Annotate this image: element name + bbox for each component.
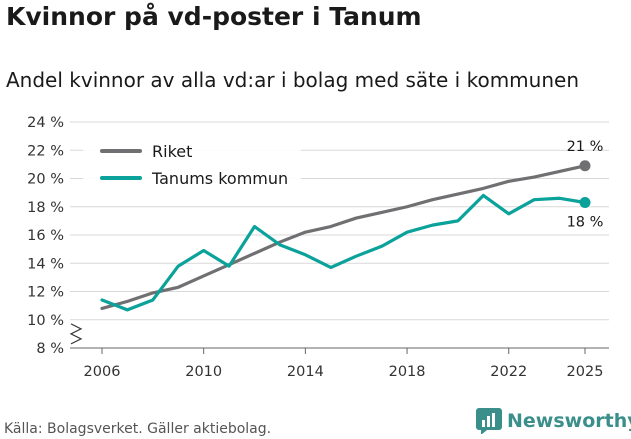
y-tick-label: 24 % — [27, 115, 64, 131]
y-tick-label: 14 % — [27, 256, 64, 272]
x-tick-label: 2010 — [185, 364, 222, 380]
x-tick-label: 2022 — [490, 364, 527, 380]
y-tick-label: 10 % — [27, 313, 64, 329]
axis-break-icon — [69, 323, 83, 345]
series: 21 % 18 % — [100, 139, 604, 312]
legend: Riket Tanums kommun — [83, 138, 301, 196]
chart-subtitle: Andel kvinnor av alla vd:ar i bolag med … — [6, 68, 579, 92]
y-tick-label: 20 % — [27, 172, 64, 188]
y-tick-label: 22 % — [27, 143, 64, 159]
series-end-marker — [579, 197, 591, 209]
series-line-riket — [100, 164, 587, 311]
series-end-label: 18 % — [567, 215, 604, 231]
x-tick-label: 2025 — [567, 364, 604, 380]
brand-name: Newsworthy — [507, 410, 631, 432]
newsworthy-logo-icon — [476, 408, 502, 434]
y-tick-label: 12 % — [27, 285, 64, 301]
x-tick-label: 2006 — [84, 364, 121, 380]
series-end-marker — [579, 160, 591, 172]
legend-label: Tanums kommun — [151, 169, 288, 188]
source-note: Källa: Bolagsverket. Gäller aktiebolag. — [4, 421, 272, 437]
y-tick-label: 16 % — [27, 228, 64, 244]
x-tick-label: 2014 — [287, 364, 324, 380]
y-tick-label: 18 % — [27, 200, 64, 216]
line-chart: 8 % 10 % 12 % 14 % 16 % 18 % 20 % 22 % 24 % 2006 2… — [27, 115, 609, 380]
chart-title: Kvinnor på vd-poster i Tanum — [6, 2, 422, 31]
series-line-tanum — [100, 193, 587, 312]
series-end-label: 21 % — [567, 139, 604, 155]
legend-label: Riket — [152, 142, 192, 161]
y-tick-label: 8 % — [36, 341, 64, 357]
x-tick-label: 2018 — [389, 364, 426, 380]
brand-logo[interactable]: Newsworthy — [476, 408, 631, 434]
axes: 8 % 10 % 12 % 14 % 16 % 18 % 20 % 22 % 24 % 2006 2… — [27, 115, 609, 380]
legend-background — [83, 138, 301, 196]
